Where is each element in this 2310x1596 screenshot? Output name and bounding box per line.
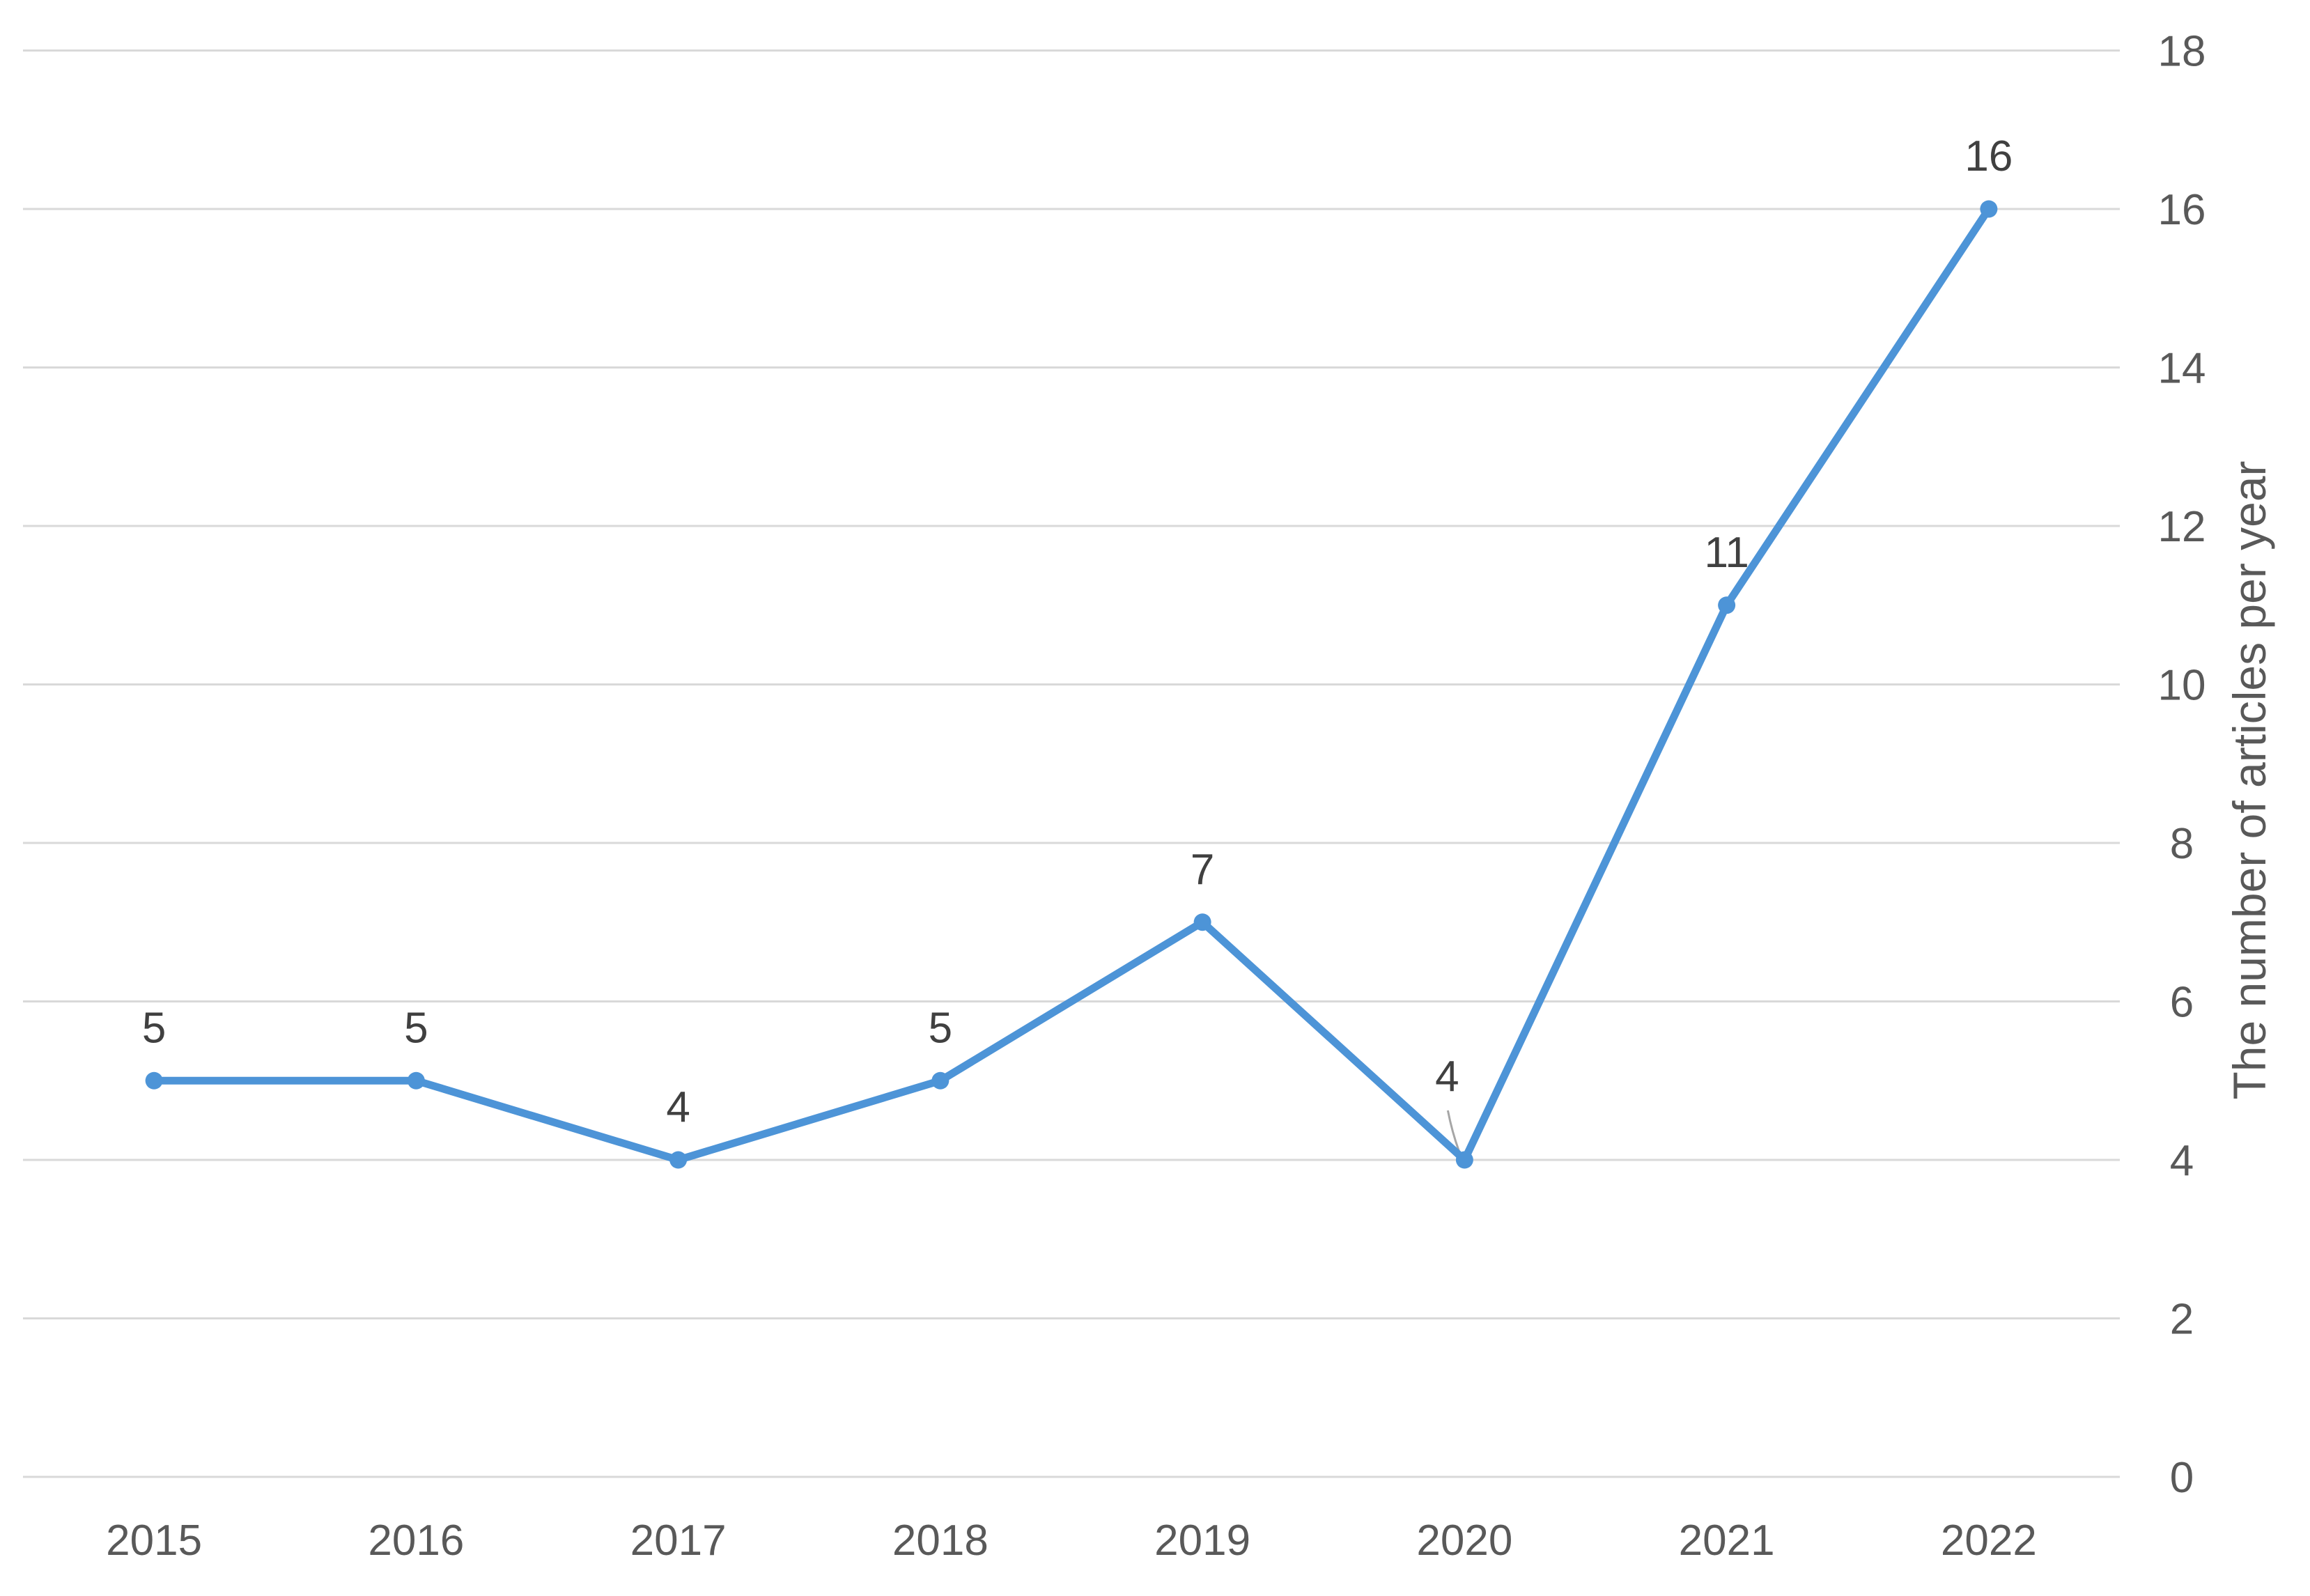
x-tick-2015: 2015 <box>106 1517 202 1565</box>
data-points <box>145 200 1998 1169</box>
data-point-2020 <box>1455 1151 1473 1169</box>
y-tick-10: 10 <box>2158 662 2206 710</box>
y-tick-8: 8 <box>2170 820 2194 868</box>
data-point-2019 <box>1193 913 1211 931</box>
y-tick-12: 12 <box>2158 503 2206 551</box>
x-tick-2021: 2021 <box>1679 1517 1775 1565</box>
x-tick-2016: 2016 <box>368 1517 464 1565</box>
data-point-2016 <box>407 1071 425 1090</box>
y-axis-tick-labels: 0 2 4 6 8 10 12 14 16 18 <box>2158 28 2206 1503</box>
y-tick-0: 0 <box>2170 1454 2194 1502</box>
data-label-2015: 5 <box>142 1004 166 1052</box>
data-point-2021 <box>1718 596 1736 614</box>
y-tick-4: 4 <box>2170 1137 2194 1185</box>
x-axis-tick-labels: 2015 2016 2017 2018 2019 2020 2021 2022 <box>106 1517 2037 1565</box>
x-tick-2018: 2018 <box>892 1517 989 1565</box>
data-label-2021: 11 <box>1704 529 1749 577</box>
series-polyline <box>150 205 1993 1164</box>
y-tick-14: 14 <box>2158 345 2206 393</box>
data-point-2018 <box>931 1071 949 1090</box>
data-point-2015 <box>145 1071 163 1090</box>
data-label-2018: 5 <box>929 1004 952 1052</box>
x-tick-2019: 2019 <box>1154 1517 1250 1565</box>
data-label-2020: 4 <box>1435 1053 1459 1101</box>
data-point-2017 <box>669 1151 688 1169</box>
x-tick-2022: 2022 <box>1941 1517 2037 1565</box>
data-label-2016: 5 <box>404 1004 428 1052</box>
data-point-2022 <box>1980 200 1998 218</box>
data-label-2019: 7 <box>1191 846 1214 894</box>
y-tick-18: 18 <box>2158 28 2206 76</box>
x-tick-2017: 2017 <box>630 1517 727 1565</box>
data-labels: 5 5 4 5 7 4 11 16 <box>142 132 2013 1131</box>
x-tick-2020: 2020 <box>1416 1517 1512 1565</box>
series-line <box>150 205 1993 1164</box>
y-tick-2: 2 <box>2170 1296 2194 1344</box>
y-tick-16: 16 <box>2158 186 2206 234</box>
y-axis-title: The number of articles per year <box>2224 460 2275 1099</box>
gridlines <box>23 49 2120 1478</box>
data-label-2017: 4 <box>666 1083 690 1131</box>
y-tick-6: 6 <box>2170 979 2194 1027</box>
data-label-2022: 16 <box>1964 132 2013 180</box>
